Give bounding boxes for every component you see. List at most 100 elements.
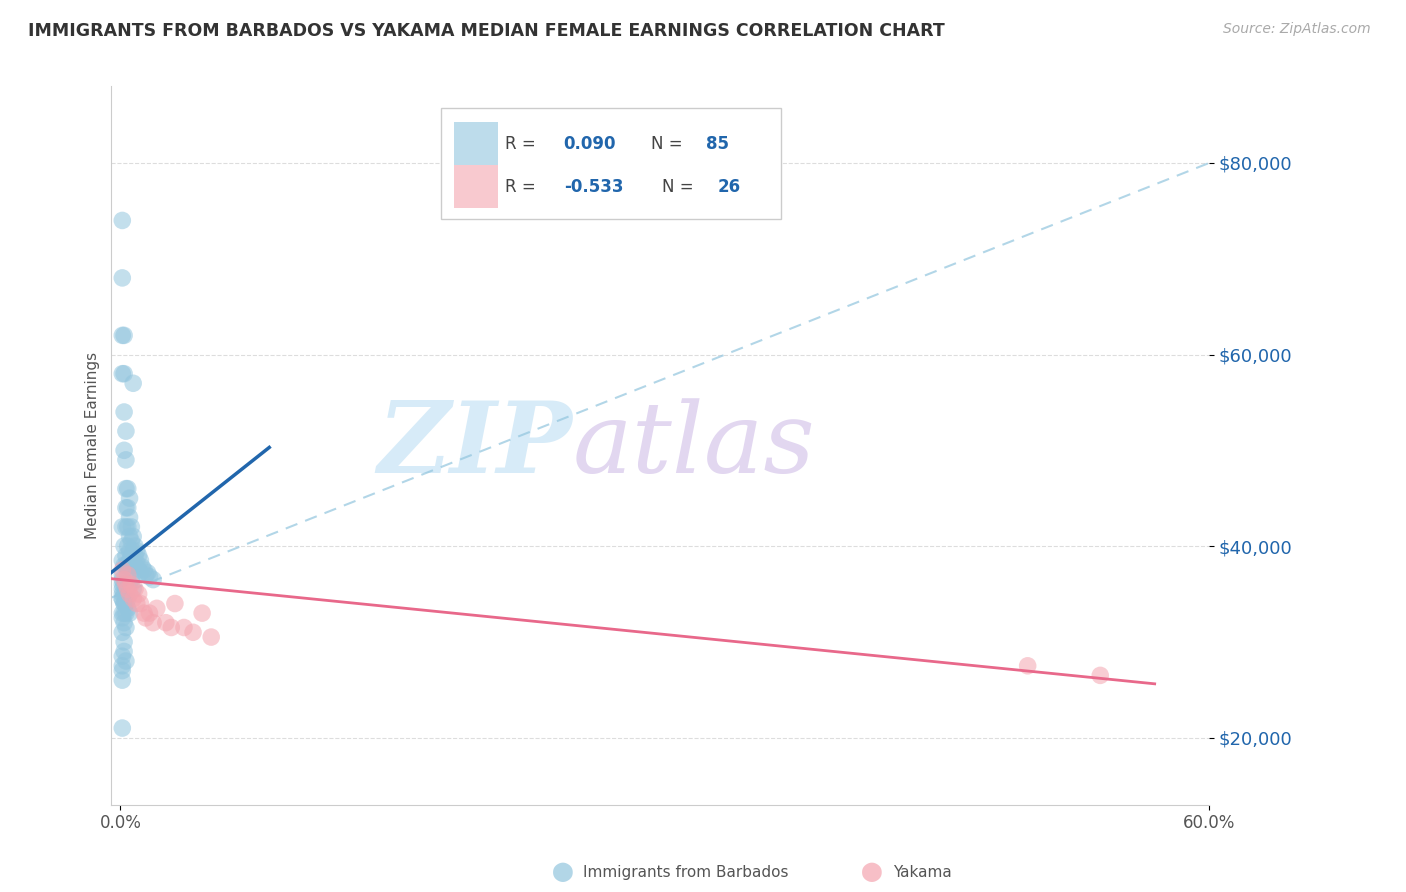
Point [129, 566, 152, 580]
Point [118, 491, 141, 506]
Point [115, 558, 138, 573]
Text: IMMIGRANTS FROM BARBADOS VS YAKAMA MEDIAN FEMALE EARNINGS CORRELATION CHART: IMMIGRANTS FROM BARBADOS VS YAKAMA MEDIA… [28, 22, 945, 40]
Point [111, 213, 134, 227]
Point [138, 606, 160, 620]
Point [111, 573, 134, 587]
Text: ⬤: ⬤ [551, 863, 574, 882]
Point [173, 620, 195, 634]
Point [128, 563, 150, 577]
Point [122, 544, 145, 558]
Point [112, 635, 135, 649]
Point [117, 500, 139, 515]
Text: ⬤: ⬤ [860, 863, 883, 882]
Point [112, 558, 135, 573]
Point [112, 606, 135, 620]
Point [115, 577, 138, 591]
Point [129, 553, 152, 567]
Point [117, 582, 139, 597]
Point [112, 443, 135, 458]
Point [118, 577, 141, 591]
Point [120, 520, 142, 534]
Point [124, 582, 146, 597]
Point [111, 328, 134, 343]
Point [181, 625, 204, 640]
Point [111, 591, 134, 606]
Point [111, 721, 134, 735]
Text: 26: 26 [717, 178, 741, 196]
Point [122, 529, 145, 543]
Point [124, 539, 146, 553]
Point [111, 673, 134, 688]
Point [115, 453, 138, 467]
Point [124, 549, 146, 563]
Point [111, 553, 134, 567]
Point [118, 587, 141, 601]
Point [112, 587, 135, 601]
Point [1017, 658, 1039, 673]
Point [120, 549, 142, 563]
Point [115, 424, 138, 438]
Point [111, 367, 134, 381]
Point [112, 573, 135, 587]
Point [112, 367, 135, 381]
FancyBboxPatch shape [440, 108, 780, 219]
Point [115, 654, 138, 668]
Point [117, 520, 139, 534]
Point [112, 644, 135, 658]
Point [122, 591, 145, 606]
Point [111, 664, 134, 678]
Text: 0.090: 0.090 [564, 135, 616, 153]
Point [115, 606, 138, 620]
Text: Source: ZipAtlas.com: Source: ZipAtlas.com [1223, 22, 1371, 37]
Point [115, 597, 138, 611]
Point [146, 601, 169, 615]
Text: 85: 85 [706, 135, 730, 153]
Text: -0.533: -0.533 [564, 178, 623, 196]
Point [118, 553, 141, 567]
Point [111, 606, 134, 620]
Point [115, 520, 138, 534]
Point [112, 328, 135, 343]
Point [118, 606, 141, 620]
Point [111, 587, 134, 601]
Point [200, 630, 222, 644]
Text: Yakama: Yakama [893, 865, 952, 880]
Point [122, 582, 145, 597]
Point [118, 544, 141, 558]
Point [1090, 668, 1112, 682]
Point [111, 582, 134, 597]
Point [135, 567, 157, 582]
Point [125, 557, 148, 571]
Point [125, 597, 148, 611]
Point [131, 560, 153, 574]
Point [111, 567, 134, 582]
Point [117, 539, 139, 553]
Point [117, 591, 139, 606]
Point [115, 549, 138, 563]
Point [122, 558, 145, 573]
Point [122, 376, 145, 391]
Text: R =: R = [506, 178, 541, 196]
Point [125, 544, 148, 558]
Point [129, 597, 152, 611]
Point [111, 271, 134, 285]
Text: N =: N = [662, 178, 699, 196]
Point [112, 405, 135, 419]
FancyBboxPatch shape [454, 122, 498, 165]
Text: ZIP: ZIP [377, 397, 572, 494]
Point [111, 577, 134, 591]
Point [112, 539, 135, 553]
FancyBboxPatch shape [454, 165, 498, 209]
Point [112, 597, 135, 611]
Point [120, 534, 142, 549]
Text: Immigrants from Barbados: Immigrants from Barbados [583, 865, 789, 880]
Point [117, 567, 139, 582]
Point [118, 510, 141, 524]
Point [132, 606, 155, 620]
Point [120, 577, 142, 591]
Point [128, 549, 150, 563]
Point [136, 566, 159, 580]
Point [120, 573, 142, 587]
Point [111, 611, 134, 625]
Point [118, 529, 141, 543]
